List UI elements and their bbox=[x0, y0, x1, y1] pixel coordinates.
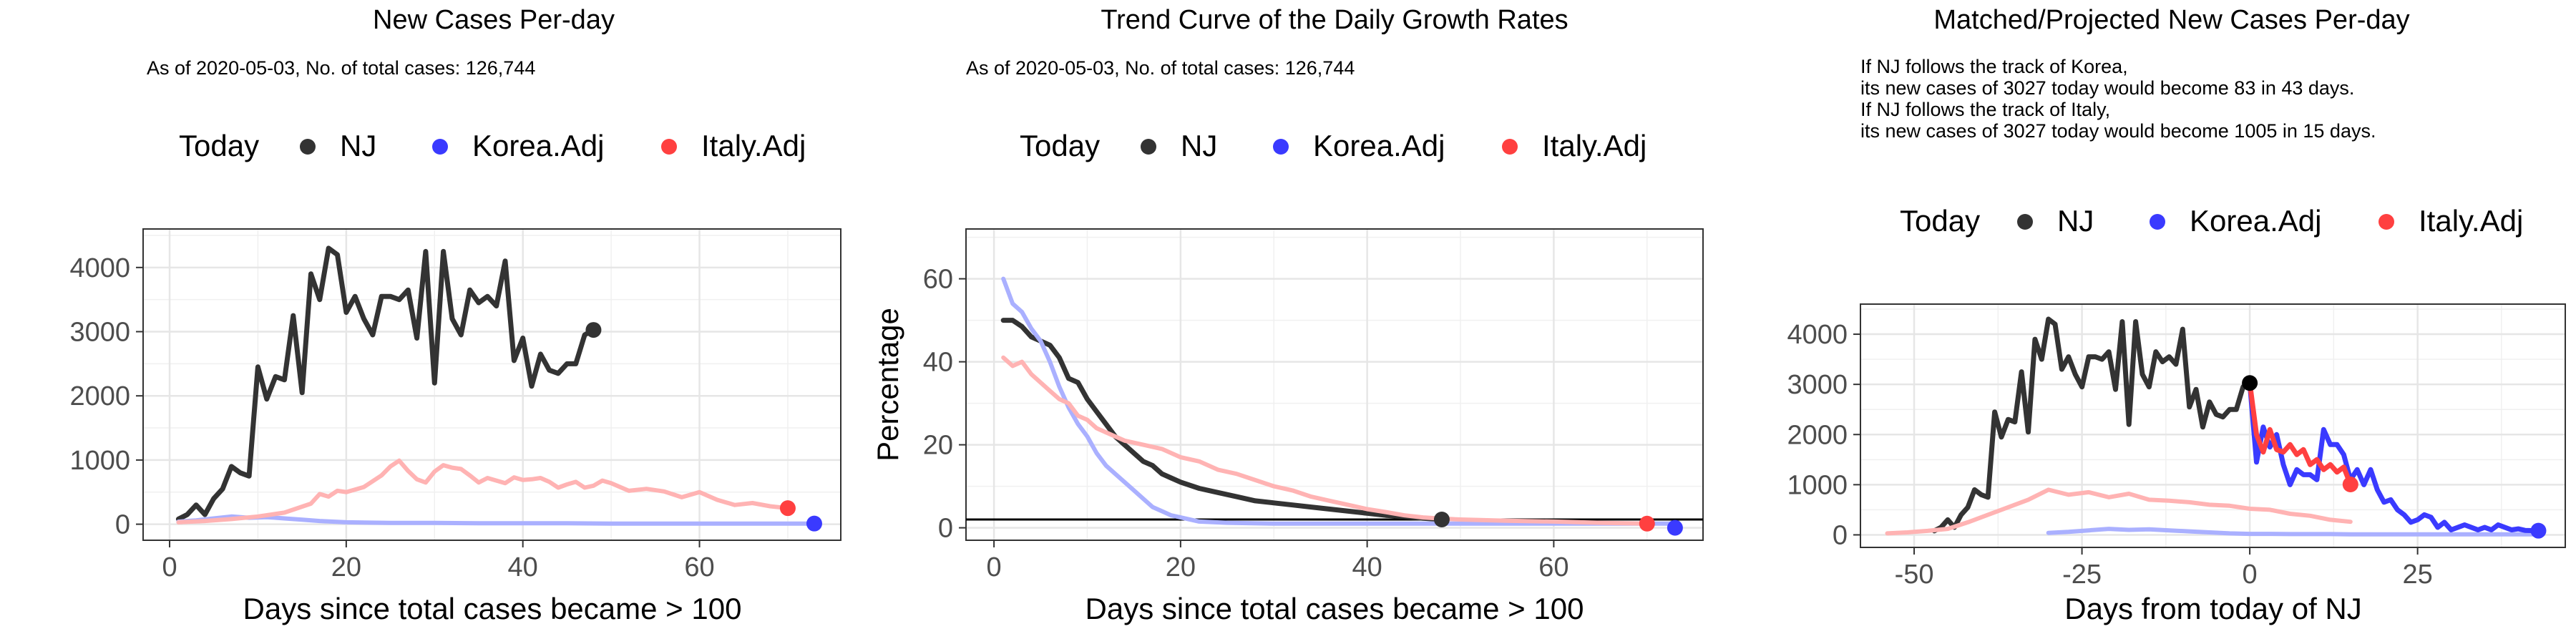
y-tick-label: 3000 bbox=[69, 318, 130, 348]
x-tick-label: -50 bbox=[1895, 560, 1934, 590]
series-line-korea-adj bbox=[1001, 276, 1677, 526]
y-tick-label: 0 bbox=[1833, 520, 1848, 550]
legend-key-italy-adj bbox=[1502, 139, 1518, 155]
x-tick-label: 25 bbox=[2402, 560, 2432, 590]
x-tick-label: 0 bbox=[2243, 560, 2258, 590]
series-line-korea-adj-past bbox=[2046, 527, 2541, 537]
y-tick-label: 60 bbox=[923, 265, 953, 295]
y-tick-label: 1000 bbox=[1787, 470, 1848, 500]
plot-area bbox=[143, 229, 841, 540]
x-axis-label: Days since total cases became > 100 bbox=[1085, 592, 1584, 625]
y-axis-label: Percentage bbox=[871, 308, 904, 462]
y-tick-label: 4000 bbox=[69, 253, 130, 283]
x-tick-label: 20 bbox=[331, 552, 361, 582]
legend-title: Today bbox=[1020, 129, 1100, 162]
x-tick-label: 60 bbox=[684, 552, 714, 582]
today-point-italy-adj bbox=[1639, 515, 1655, 532]
x-tick-label: -25 bbox=[2062, 560, 2102, 590]
today-point-italy-adj bbox=[2342, 477, 2358, 493]
y-tick-label: 0 bbox=[115, 510, 130, 540]
chart-title: Matched/Projected New Cases Per-day bbox=[1933, 5, 2409, 35]
legend-label: Italy.Adj bbox=[701, 129, 806, 162]
legend-label: Korea.Adj bbox=[472, 129, 604, 162]
today-point-nj bbox=[585, 322, 602, 338]
x-tick-label: 40 bbox=[1352, 552, 1382, 582]
chart-subtitle-line: If NJ follows the track of Italy, bbox=[1860, 99, 2110, 120]
legend-key-italy-adj bbox=[661, 139, 677, 155]
series-line-nj bbox=[175, 245, 596, 522]
y-tick-label: 1000 bbox=[69, 446, 130, 476]
chart-subtitle: As of 2020-05-03, No. of total cases: 12… bbox=[147, 57, 535, 79]
chart-title: New Cases Per-day bbox=[373, 5, 615, 35]
legend-key-nj bbox=[2017, 214, 2033, 230]
legend-title: Today bbox=[1900, 204, 1980, 238]
y-tick-label: 20 bbox=[923, 431, 953, 461]
x-tick-label: 20 bbox=[1166, 552, 1196, 582]
series-line-italy-adj-past bbox=[1885, 487, 2353, 536]
today-point-korea-adj bbox=[1667, 519, 1683, 536]
y-tick-label: 40 bbox=[923, 348, 953, 378]
x-tick-label: 60 bbox=[1538, 552, 1568, 582]
today-point-italy-adj bbox=[779, 500, 796, 517]
series-line-korea-adj-projected bbox=[2247, 380, 2541, 534]
plot-border bbox=[965, 228, 1704, 541]
legend-label: NJ bbox=[1181, 129, 1217, 162]
plot-border bbox=[1860, 303, 2566, 548]
chart-subtitle-line: its new cases of 3027 today would become… bbox=[1860, 120, 2376, 142]
series-line-italy-adj bbox=[176, 458, 790, 525]
today-point-korea-adj bbox=[2530, 522, 2547, 539]
plot-border bbox=[142, 228, 841, 541]
x-axis-label: Days since total cases became > 100 bbox=[243, 592, 742, 625]
plot-area bbox=[966, 229, 1703, 540]
series-line-nj bbox=[1000, 318, 1445, 522]
y-tick-label: 4000 bbox=[1787, 320, 1848, 350]
today-point-nj bbox=[2242, 375, 2258, 391]
series-line-nj bbox=[1931, 316, 2253, 534]
chart-subtitle-line: its new cases of 3027 today would become… bbox=[1860, 77, 2354, 99]
legend-key-nj bbox=[300, 139, 316, 155]
y-tick-label: 0 bbox=[938, 514, 953, 544]
x-tick-label: 40 bbox=[508, 552, 538, 582]
legend-label: Korea.Adj bbox=[2190, 204, 2321, 238]
y-tick-label: 3000 bbox=[1787, 370, 1848, 400]
legend-label: NJ bbox=[340, 129, 376, 162]
x-axis-label: Days from today of NJ bbox=[2064, 592, 2361, 625]
x-tick-label: 0 bbox=[987, 552, 1002, 582]
today-point-korea-adj bbox=[806, 515, 822, 532]
chart-subtitle: As of 2020-05-03, No. of total cases: 12… bbox=[966, 57, 1355, 79]
legend-label: Italy.Adj bbox=[1542, 129, 1646, 162]
legend-key-korea-adj bbox=[1273, 139, 1289, 155]
series-line-italy-adj bbox=[1001, 355, 1649, 526]
legend-key-korea-adj bbox=[432, 139, 448, 155]
legend-label: Korea.Adj bbox=[1313, 129, 1445, 162]
legend-label: NJ bbox=[2057, 204, 2094, 238]
series-line-italy-adj-projected bbox=[2247, 380, 2353, 487]
y-tick-label: 2000 bbox=[69, 381, 130, 411]
y-tick-label: 2000 bbox=[1787, 420, 1848, 450]
chart-title: Trend Curve of the Daily Growth Rates bbox=[1101, 5, 1568, 35]
legend-title: Today bbox=[179, 129, 259, 162]
legend-key-nj bbox=[1141, 139, 1156, 155]
legend-label: Italy.Adj bbox=[2419, 204, 2523, 238]
legend-key-italy-adj bbox=[2379, 214, 2394, 230]
x-tick-label: 0 bbox=[162, 552, 177, 582]
today-point-nj bbox=[1433, 512, 1450, 527]
chart-subtitle-line: If NJ follows the track of Korea, bbox=[1860, 56, 2128, 77]
legend-key-korea-adj bbox=[2150, 214, 2165, 230]
